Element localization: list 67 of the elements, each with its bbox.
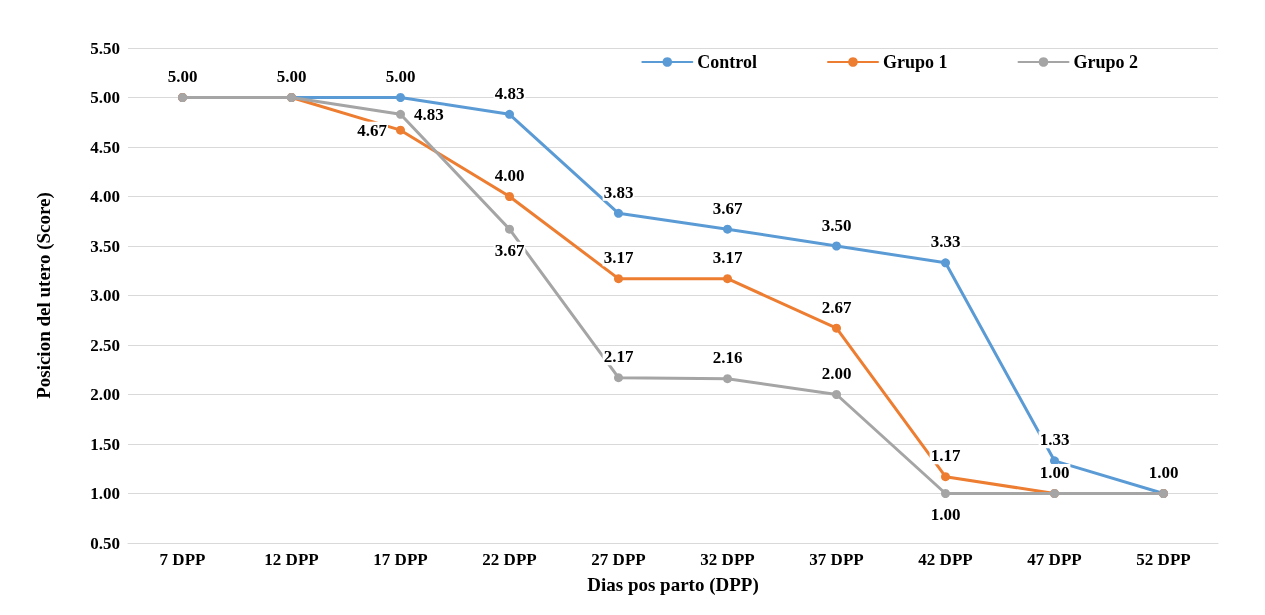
point [505,109,514,119]
data-label: 4.83 [494,83,525,103]
x-tick-label: 27 DPP [591,550,646,569]
data-label: 1.00 [1148,463,1179,482]
x-tick-label: 7 DPP [159,550,206,569]
point [832,390,841,399]
point [723,374,732,384]
point [396,109,405,119]
data-label: 2.67 [821,297,852,317]
data-label: 4.00 [494,166,525,185]
y-tick-label: 4.00 [90,187,120,206]
point [614,373,623,383]
data-label: 1.00 [930,505,961,524]
y-tick-label: 2.00 [90,385,120,404]
data-label: 3.67 [494,240,525,260]
legend-label: Grupo 1 [882,52,948,72]
y-tick-label: 1.00 [90,484,120,503]
y-tick-label: 3.50 [90,236,120,256]
data-label: 1.00 [1039,463,1070,482]
legend-label: Grupo 2 [1073,52,1138,72]
point [505,192,514,201]
x-tick-label: 22 DPP [482,550,537,569]
y-tick-label: 2.50 [90,335,120,355]
data-label: 1.17 [930,446,961,466]
x-tick-label: 32 DPP [700,550,755,569]
x-tick-label: 47 DPP [1027,550,1082,569]
y-tick-label: 0.50 [90,533,120,553]
point [832,323,841,333]
x-tick-label: 17 DPP [373,550,428,569]
x-axis-title: Dias pos parto (DPP) [587,574,759,596]
data-label: 3.17 [712,248,743,268]
y-tick-label: 1.50 [90,434,120,454]
point [614,274,623,284]
point [941,258,950,268]
data-label: 2.17 [603,347,634,367]
point [396,93,405,102]
data-label: 2.00 [821,364,852,383]
point [941,489,950,498]
data-label: 3.33 [930,232,961,252]
point [832,241,841,251]
data-label: 1.33 [1039,430,1070,450]
y-axis-title: Posicion del utero (Score) [33,192,55,399]
point [723,224,732,234]
point [505,224,514,234]
point [941,472,950,482]
point [614,208,623,218]
data-label: 5.00 [385,67,416,86]
data-label: 3.67 [712,198,743,218]
y-tick-label: 5.50 [90,38,120,58]
point [723,274,732,284]
data-label: 5.00 [167,67,198,86]
data-label: 5.00 [276,67,307,86]
data-label: 3.83 [603,182,634,202]
x-tick-label: 12 DPP [264,550,319,569]
data-label: 4.67 [357,120,388,140]
point [396,125,405,135]
data-label: 3.17 [603,248,634,268]
data-label: 4.83 [414,104,444,124]
legend-label: Control [697,52,757,72]
data-label: 3.50 [821,215,852,235]
data-label: 2.16 [712,348,743,368]
y-tick-label: 4.50 [90,137,120,157]
y-tick-label: 5.00 [90,88,120,107]
x-tick-label: 52 DPP [1136,550,1191,569]
x-tick-label: 42 DPP [918,550,973,569]
y-tick-label: 3.00 [90,286,120,305]
x-tick-label: 37 DPP [809,550,864,569]
